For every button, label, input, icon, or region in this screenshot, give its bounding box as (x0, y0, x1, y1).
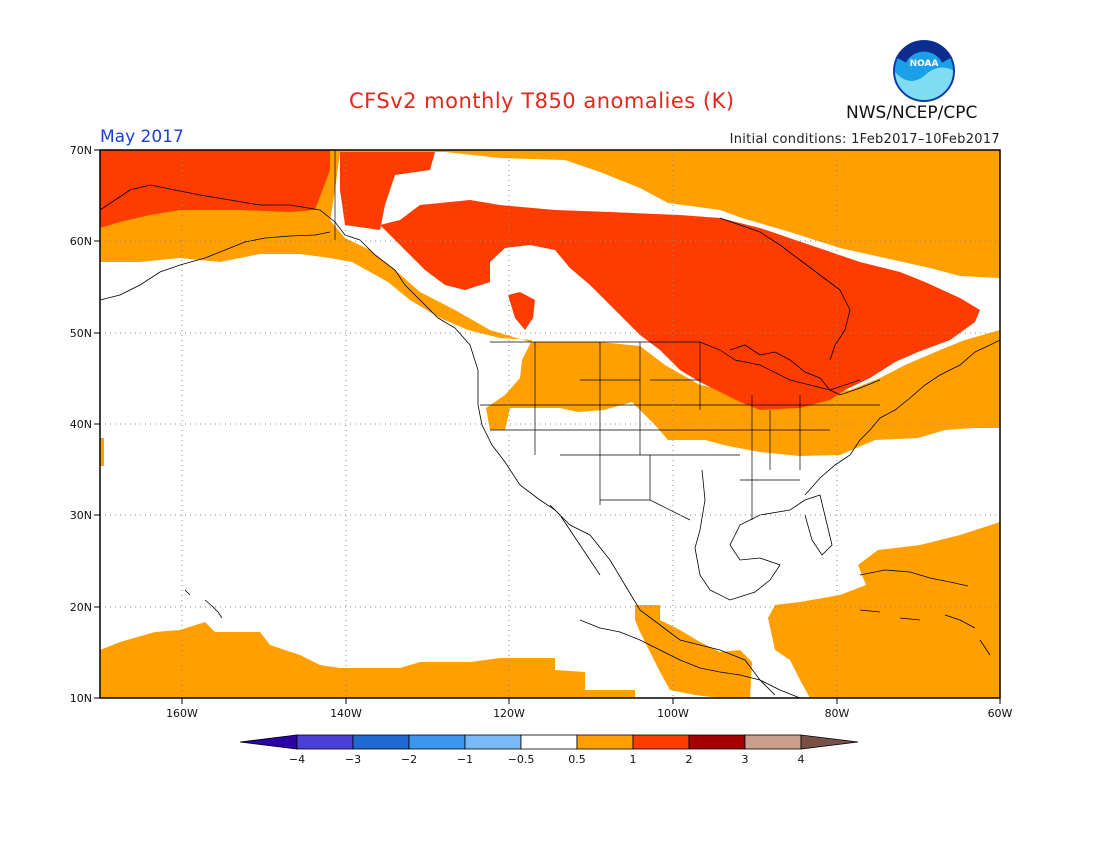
colorbar (239, 734, 859, 750)
lat-label: 50N (70, 327, 92, 340)
colorbar-swatch (576, 734, 634, 750)
colorbar-label: −0.5 (508, 753, 535, 766)
lat-label: 30N (70, 509, 92, 522)
map-title: CFSv2 monthly T850 anomalies (K) (349, 89, 735, 113)
colorbar-label: −3 (345, 753, 361, 766)
lon-label: 160W (166, 707, 198, 720)
colorbar-label: 1 (630, 753, 637, 766)
latitude-labels: 10N 20N 30N 40N 50N 60N 70N (70, 144, 92, 705)
forecast-month-label: May 2017 (100, 127, 184, 147)
colorbar-swatch (688, 734, 746, 750)
colorbar-swatch (239, 734, 298, 750)
anomaly-fields (100, 150, 1000, 698)
colorbar-labels: −4 −3 −2 −1 −0.5 0.5 1 2 3 4 (289, 753, 805, 766)
colorbar-swatch (296, 734, 354, 750)
colorbar-label: 4 (798, 753, 805, 766)
lon-label: 120W (493, 707, 525, 720)
colorbar-swatch (632, 734, 690, 750)
colorbar-label: 2 (686, 753, 693, 766)
colorbar-swatch (464, 734, 522, 750)
colorbar-swatch (352, 734, 410, 750)
coastlines (99, 184, 1001, 699)
agency-label: NWS/NCEP/CPC (846, 103, 978, 123)
colorbar-label: 3 (742, 753, 749, 766)
lat-label: 70N (70, 144, 92, 157)
longitude-labels: 160W 140W 120W 100W 80W 60W (166, 707, 1012, 720)
political-borders (334, 150, 880, 521)
svg-text:NOAA: NOAA (910, 59, 939, 69)
anomaly-1-2-region (100, 150, 980, 410)
graticule (100, 150, 1000, 698)
colorbar-label: −1 (457, 753, 473, 766)
lon-label: 100W (657, 707, 689, 720)
lon-label: 140W (330, 707, 362, 720)
colorbar-label: −4 (289, 753, 305, 766)
initial-conditions-label: Initial conditions: 1Feb2017–10Feb2017 (729, 132, 1000, 147)
lat-label: 10N (70, 692, 92, 705)
lon-label: 60W (988, 707, 1013, 720)
lat-label: 20N (70, 601, 92, 614)
axis-ticks (94, 149, 1001, 704)
noaa-logo-icon: NOAA (893, 40, 955, 102)
lat-label: 40N (70, 418, 92, 431)
colorbar-label: 0.5 (568, 753, 586, 766)
colorbar-swatch (520, 734, 578, 750)
colorbar-swatch (408, 734, 466, 750)
colorbar-swatch (800, 734, 859, 750)
colorbar-swatch (744, 734, 802, 750)
lon-label: 80W (825, 707, 850, 720)
colorbar-label: −2 (401, 753, 417, 766)
lat-label: 60N (70, 235, 92, 248)
